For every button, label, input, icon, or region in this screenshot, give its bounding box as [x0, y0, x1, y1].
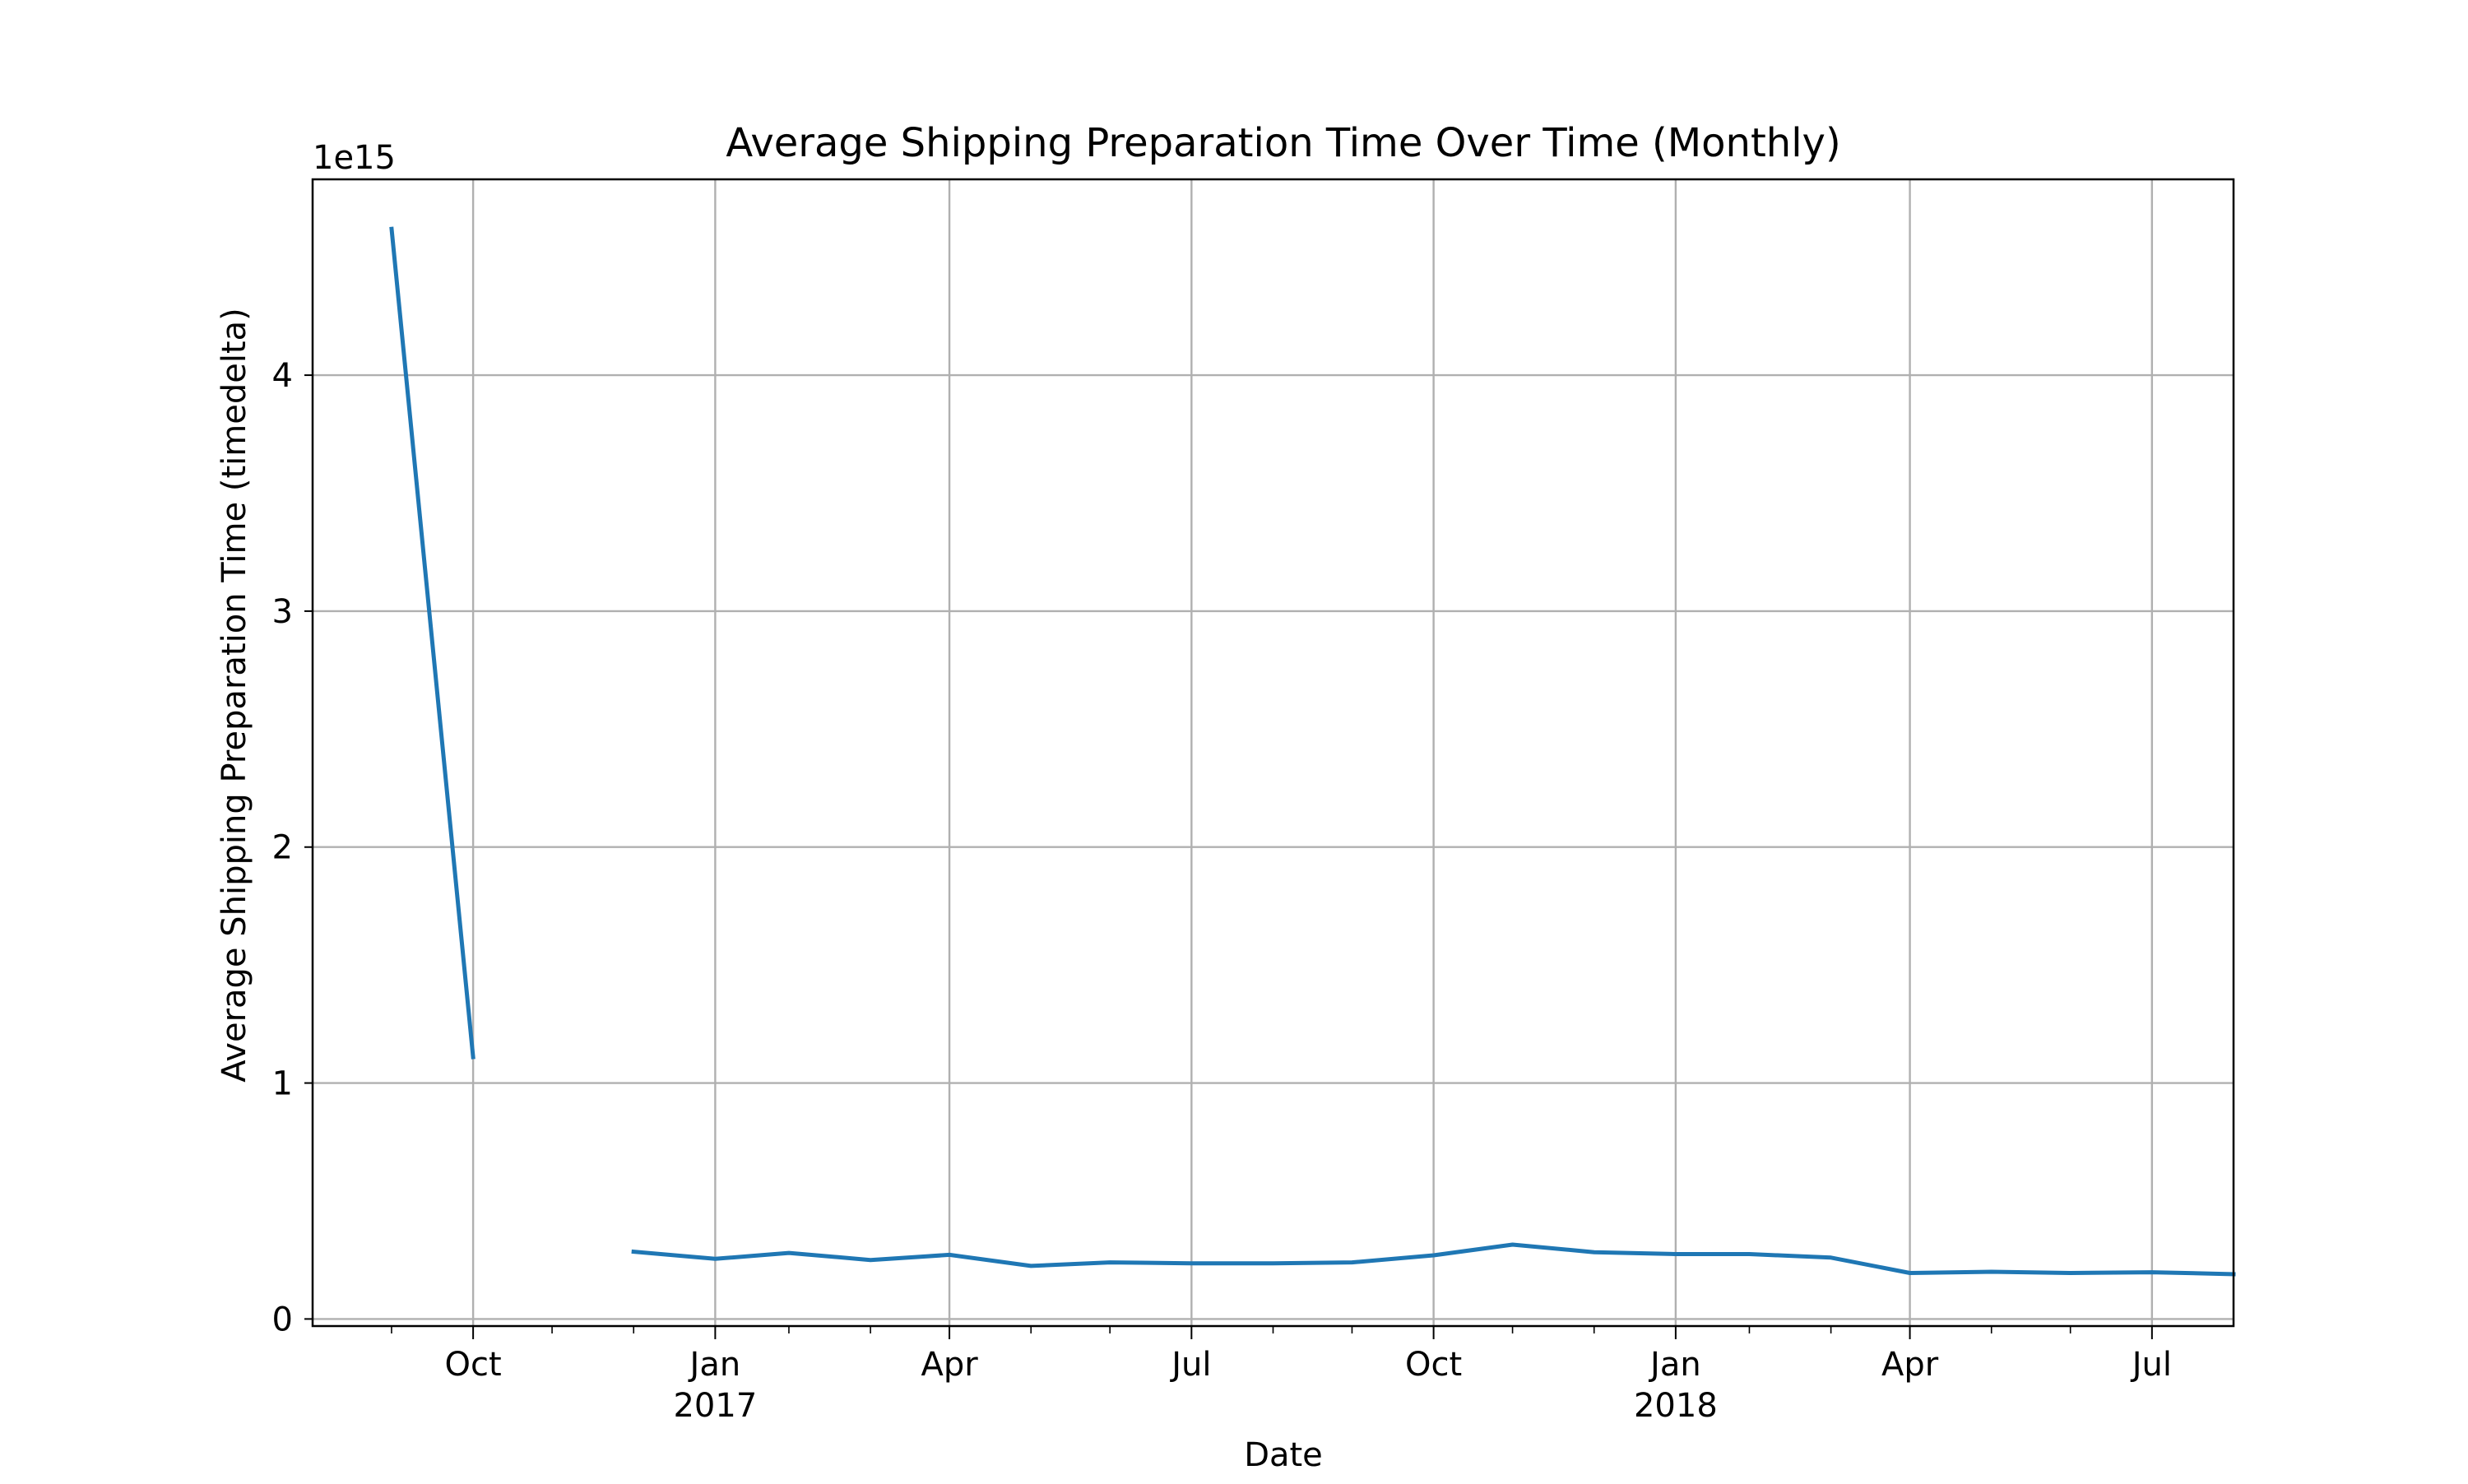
x-tick-label: Jan [1648, 1346, 1701, 1384]
series-line-segment [631, 1242, 2236, 1277]
x-tick-label: Jul [2130, 1346, 2172, 1384]
y-axis-offset-label: 1e15 [313, 139, 396, 177]
x-tick-label: Oct [445, 1346, 502, 1384]
x-tick-label: Jul [1169, 1346, 1211, 1384]
y-tick-label: 0 [272, 1301, 293, 1338]
x-tick-year-label: 2017 [673, 1387, 757, 1425]
axis-ticks [304, 374, 2153, 1339]
y-tick-label: 4 [272, 357, 293, 395]
y-tick-label: 2 [272, 829, 293, 867]
x-axis-label: Date [1244, 1436, 1323, 1474]
series-line-segment [389, 226, 476, 1060]
grid-lines [313, 179, 2234, 1326]
series-layer [389, 226, 2236, 1277]
x-tick-label: Apr [921, 1346, 978, 1384]
x-tick-label: Apr [1881, 1346, 1939, 1384]
x-tick-label: Jan [688, 1346, 741, 1384]
x-tick-label: Oct [1405, 1346, 1462, 1384]
chart-title: Average Shipping Preparation Time Over T… [726, 120, 1840, 166]
y-tick-label: 3 [272, 593, 293, 631]
y-axis-label: Average Shipping Preparation Time (timed… [216, 308, 253, 1082]
x-tick-year-label: 2018 [1634, 1387, 1718, 1425]
y-tick-label: 1 [272, 1065, 293, 1103]
